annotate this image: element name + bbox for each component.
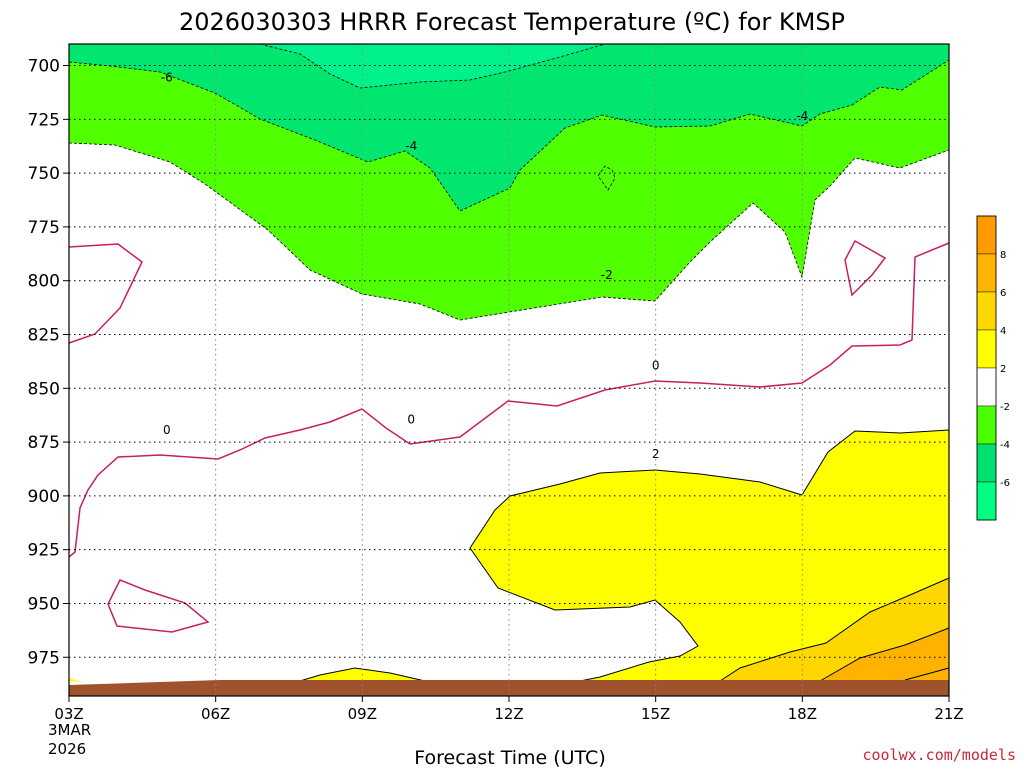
contour-warm-8 <box>904 667 950 681</box>
colorbar-label: 6 <box>1000 288 1006 299</box>
contour-labels: -6 -4 -4 -2 0 0 0 2 <box>161 70 809 461</box>
colorbar-swatch <box>976 329 997 369</box>
zero-isotherm-left-upper <box>68 243 143 344</box>
colorbar-label: 8 <box>1000 250 1006 261</box>
credit-text: coolwx.com/models <box>862 746 1016 764</box>
y-tick-label: 750 <box>28 164 60 184</box>
contour-warm-4 <box>719 577 950 682</box>
x-tick-label: 03Z <box>54 705 83 723</box>
contour-label: 2 <box>652 447 660 461</box>
colorbar-swatch <box>976 481 997 521</box>
zero-isotherm-main <box>68 242 950 558</box>
x-tick-label: 12Z <box>494 705 523 723</box>
colorbar-swatch <box>976 367 997 407</box>
warm-region-2 <box>470 430 949 681</box>
y-tick-label: 950 <box>28 594 60 614</box>
zero-isotherm-right <box>844 239 887 297</box>
contour-label: -2 <box>601 268 613 282</box>
colorbar-label: 2 <box>1000 364 1006 375</box>
contour-label: -6 <box>161 70 173 84</box>
x-tick-label: 18Z <box>788 705 817 723</box>
x-axis-ticks: 03Z 06Z 09Z 12Z 15Z 18Z 21Z <box>54 696 964 723</box>
y-tick-label: 875 <box>28 433 60 453</box>
y-tick-label: 800 <box>28 272 60 292</box>
y-tick-label: 825 <box>28 325 60 345</box>
y-tick-label: 975 <box>28 648 60 668</box>
warm-region-6 <box>820 628 949 681</box>
x-tick-label: 09Z <box>348 705 377 723</box>
x-tick-label: 15Z <box>641 705 670 723</box>
y-tick-label: 900 <box>28 487 60 507</box>
y-tick-label: 925 <box>28 541 60 561</box>
contour-label: -4 <box>405 139 417 153</box>
contour-label: 0 <box>652 359 660 373</box>
start-date-year: 2026 <box>48 740 86 758</box>
contour-label: 0 <box>407 412 415 426</box>
y-tick-label: 775 <box>28 218 60 238</box>
cold-island <box>598 166 615 190</box>
y-tick-label: 700 <box>28 57 60 77</box>
terrain <box>69 680 949 696</box>
colorbar-label: 4 <box>1000 326 1006 337</box>
contour-island <box>597 165 616 191</box>
region-minus-6 <box>69 44 605 88</box>
colorbar-swatch <box>976 215 997 255</box>
colorbar-swatch <box>976 405 997 445</box>
region-minus-4 <box>69 44 949 211</box>
x-tick-label: 21Z <box>934 705 963 723</box>
plot-area: -6 -4 -4 -2 0 0 0 2 <box>68 43 950 697</box>
contour-minus-4 <box>68 59 950 212</box>
x-axis-label: Forecast Time (UTC) <box>414 747 605 768</box>
y-tick-label: 850 <box>28 379 60 399</box>
start-date-day: 3MAR <box>48 721 91 739</box>
colorbar-swatch <box>976 291 997 331</box>
colorbar-label: -6 <box>1000 478 1010 489</box>
colorbar: 8 6 4 2 -2 -4 -6 <box>976 215 1010 521</box>
surface-warm-left <box>69 678 82 682</box>
colorbar-label: -2 <box>1000 402 1010 413</box>
colorbar-swatch <box>976 443 997 483</box>
contour-label: 0 <box>163 423 171 437</box>
contour-label: -4 <box>796 109 808 123</box>
x-tick-label: 06Z <box>201 705 230 723</box>
contour-warm-6 <box>819 627 950 682</box>
colorbar-frame <box>976 215 997 521</box>
y-tick-label: 725 <box>28 110 60 130</box>
contour-surface-strip <box>299 667 426 682</box>
contour-minus-2 <box>68 142 950 321</box>
grid <box>69 44 949 696</box>
contour-minus-6 <box>259 43 606 89</box>
chart-title: 2026030303 HRRR Forecast Temperature (ºC… <box>179 8 845 36</box>
contour-warm-2 <box>469 429 950 682</box>
colorbar-label: -4 <box>1000 440 1010 451</box>
y-axis-ticks: 700 725 750 775 800 825 850 875 900 925 950 975 <box>28 57 69 668</box>
zero-isotherm-left-lower <box>107 579 210 633</box>
colorbar-swatch <box>976 253 997 293</box>
